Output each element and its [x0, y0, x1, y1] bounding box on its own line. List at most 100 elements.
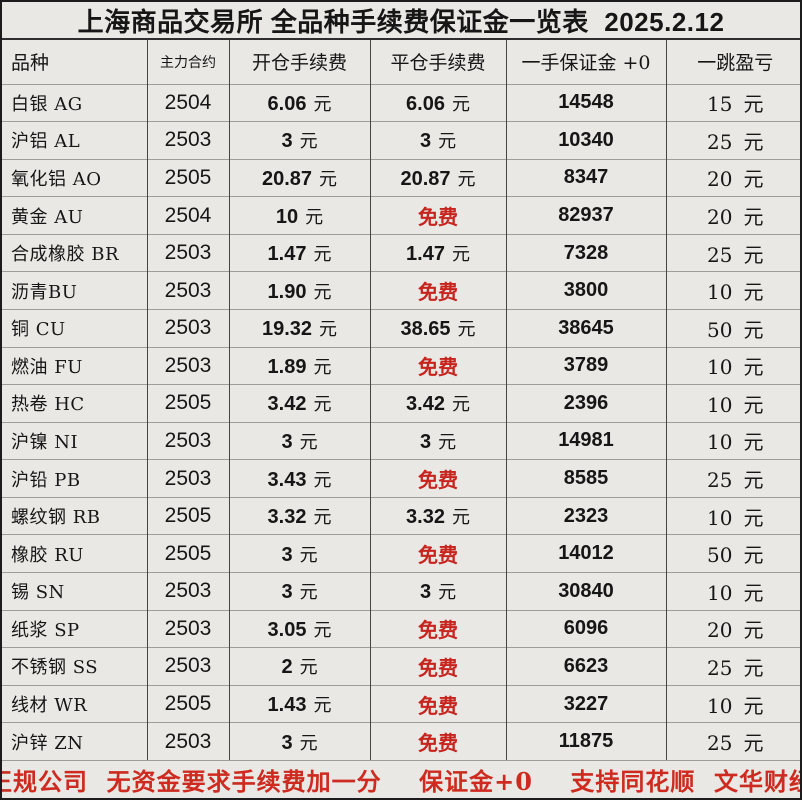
open-fee-value: 3	[281, 581, 293, 604]
variety-cell: 铜 CU	[2, 308, 147, 348]
margin-cell: 11875	[505, 722, 666, 760]
open-fee-value: 1.43	[267, 694, 307, 717]
tick-pl-value: 10	[707, 580, 733, 605]
open-fee-unit: 元	[319, 168, 338, 190]
close-fee-unit: 元	[457, 319, 476, 341]
contract-cell: 2504	[146, 83, 229, 122]
open-fee-unit: 元	[299, 131, 318, 153]
open-fee-cell: 3.32 元	[228, 496, 370, 535]
tick-pl-value: 10	[707, 355, 733, 380]
contract-cell: 2503	[146, 647, 229, 686]
margin-cell: 3800	[505, 271, 666, 310]
tick-pl-unit: 元	[743, 693, 764, 718]
tick-pl-value: 20	[707, 205, 733, 230]
contract-cell: 2503	[146, 271, 229, 310]
close-fee-cell: 38.65 元	[369, 308, 506, 348]
table-row: 沥青BU 2503 1.90 元 免费 3800 10 元	[2, 271, 800, 310]
variety-cell: 橡胶 RU	[2, 534, 147, 573]
tick-pl-cell: 10 元	[665, 421, 800, 460]
variety-cell: 沪镍 NI	[2, 421, 147, 460]
close-fee-cell: 1.47 元	[369, 233, 506, 272]
tick-pl-unit: 元	[743, 468, 764, 493]
tick-pl-unit: 元	[743, 505, 764, 530]
contract-cell: 2505	[146, 684, 229, 723]
header-tick-pl: 一跳盈亏	[665, 40, 800, 84]
open-fee-cell: 1.47 元	[228, 233, 370, 272]
margin-cell: 7328	[505, 233, 666, 272]
tick-pl-unit: 元	[743, 317, 764, 342]
table-row: 燃油 FU 2503 1.89 元 免费 3789 10 元	[2, 346, 800, 385]
contract-cell: 2503	[146, 421, 229, 460]
contract-cell: 2505	[146, 384, 229, 423]
close-fee-value: 3.32	[406, 506, 445, 529]
open-fee-cell: 1.43 元	[228, 684, 370, 723]
contract-cell: 2503	[146, 233, 229, 272]
header-contract: 主力合约	[146, 40, 229, 84]
tick-pl-value: 50	[707, 543, 733, 568]
tick-pl-cell: 15 元	[665, 83, 800, 122]
tick-pl-value: 20	[707, 167, 733, 192]
open-fee-unit: 元	[313, 93, 332, 115]
close-fee-value: 免费	[418, 543, 458, 568]
close-fee-unit: 元	[451, 507, 470, 529]
open-fee-value: 1.47	[267, 243, 307, 266]
close-fee-value: 6.06	[406, 92, 445, 115]
tick-pl-cell: 20 元	[665, 609, 800, 648]
open-fee-unit: 元	[313, 469, 332, 491]
margin-cell: 2396	[505, 384, 666, 423]
tick-pl-unit: 元	[743, 430, 764, 455]
tick-pl-unit: 元	[743, 618, 764, 643]
close-fee-cell: 3.32 元	[369, 496, 506, 535]
open-fee-value: 1.89	[267, 355, 307, 378]
close-fee-unit: 元	[451, 394, 470, 416]
page-title: 上海商品交易所 全品种手续费保证金一览表 2025.2.12	[2, 2, 800, 40]
tick-pl-cell: 10 元	[665, 572, 800, 611]
open-fee-value: 3.42	[267, 393, 307, 416]
open-fee-cell: 6.06 元	[228, 83, 370, 122]
margin-cell: 8347	[505, 158, 666, 197]
margin-cell: 3227	[505, 684, 666, 723]
header-variety: 品种	[11, 52, 50, 75]
open-fee-unit: 元	[313, 619, 332, 641]
tick-pl-value: 25	[707, 129, 733, 154]
table-row: 螺纹钢 RB 2505 3.32 元 3.32 元 2323 10 元	[2, 496, 800, 535]
tick-pl-unit: 元	[743, 129, 764, 154]
open-fee-value: 3	[281, 543, 293, 566]
close-fee-value: 3	[419, 130, 432, 153]
variety-cell: 沪铅 PB	[2, 459, 147, 498]
close-fee-cell: 免费	[369, 534, 506, 573]
margin-cell: 82937	[505, 196, 666, 235]
tick-pl-cell: 10 元	[665, 271, 800, 310]
tick-pl-cell: 50 元	[665, 308, 800, 348]
close-fee-cell: 免费	[369, 647, 506, 686]
margin-cell: 6623	[505, 647, 666, 686]
open-fee-value: 3.43	[267, 468, 307, 491]
table-row: 热卷 HC 2505 3.42 元 3.42 元 2396 10 元	[2, 384, 800, 423]
variety-cell: 白银 AG	[2, 83, 147, 122]
table-row: 纸浆 SP 2503 3.05 元 免费 6096 20 元	[2, 609, 800, 648]
open-fee-value: 3	[281, 130, 293, 153]
open-fee-cell: 1.89 元	[228, 346, 370, 385]
contract-cell: 2505	[146, 534, 229, 573]
tick-pl-value: 10	[707, 505, 733, 530]
close-fee-unit: 元	[451, 244, 470, 266]
close-fee-cell: 免费	[369, 196, 506, 235]
open-fee-value: 3	[281, 430, 293, 453]
variety-cell: 合成橡胶 BR	[2, 233, 147, 272]
margin-cell: 10340	[505, 121, 666, 160]
open-fee-unit: 元	[313, 356, 332, 378]
tick-pl-value: 10	[707, 693, 733, 718]
header-row: 品种 主力合约 开仓手续费 平仓手续费 一手保证金 +0 一跳盈亏	[2, 40, 800, 84]
tick-pl-value: 10	[707, 430, 733, 455]
open-fee-cell: 3.43 元	[228, 459, 370, 498]
open-fee-cell: 10 元	[228, 196, 370, 235]
